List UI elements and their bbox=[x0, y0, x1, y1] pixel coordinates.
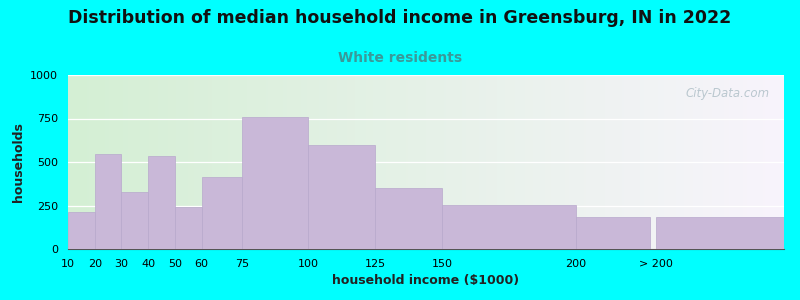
Text: City-Data.com: City-Data.com bbox=[686, 87, 770, 100]
Bar bbox=[309, 145, 375, 249]
Bar bbox=[242, 117, 309, 249]
Text: White residents: White residents bbox=[338, 51, 462, 65]
Bar bbox=[122, 192, 148, 249]
Bar bbox=[375, 188, 442, 249]
Bar bbox=[576, 217, 650, 249]
Bar bbox=[202, 177, 242, 249]
Bar bbox=[175, 207, 202, 249]
Bar bbox=[68, 212, 94, 249]
Text: Distribution of median household income in Greensburg, IN in 2022: Distribution of median household income … bbox=[68, 9, 732, 27]
Bar bbox=[442, 205, 576, 249]
Y-axis label: households: households bbox=[12, 122, 25, 202]
Bar bbox=[656, 217, 784, 249]
Bar bbox=[94, 154, 122, 249]
X-axis label: household income ($1000): household income ($1000) bbox=[333, 274, 519, 287]
Bar bbox=[148, 156, 175, 249]
